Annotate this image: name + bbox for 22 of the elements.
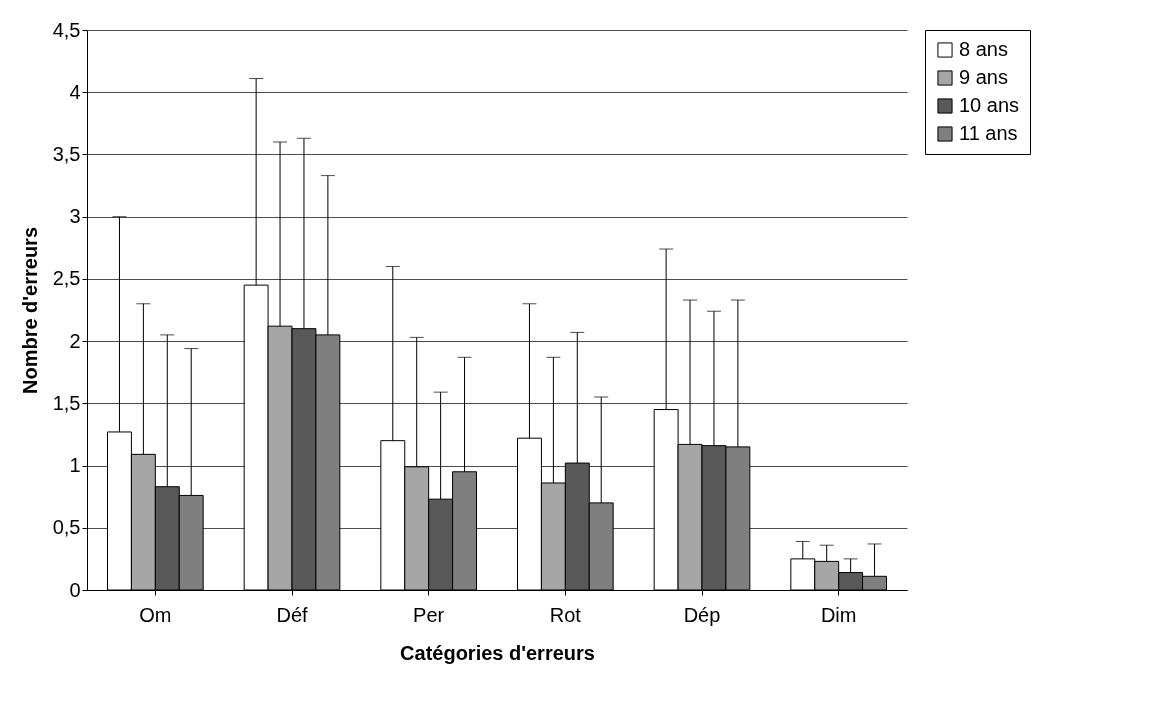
- x-tick-label: Déf: [276, 603, 308, 626]
- x-tick-label: Dép: [683, 603, 721, 626]
- y-axis-title: Nombre d'erreurs: [18, 226, 41, 395]
- y-tick-label: 1: [69, 454, 81, 477]
- y-tick-label: 3: [69, 205, 81, 228]
- x-tick-label: Rot: [549, 603, 582, 626]
- legend-label: 9 ans: [959, 66, 1008, 88]
- legend-label: 10 ans: [959, 94, 1020, 116]
- y-tick-label: 2: [69, 329, 81, 352]
- x-tick-label: Om: [139, 603, 172, 626]
- y-tick-label: 0,5: [52, 516, 81, 539]
- legend-label: 11 ans: [959, 122, 1018, 144]
- y-tick-label: 1,5: [52, 391, 81, 414]
- y-tick-label: 3,5: [52, 142, 81, 165]
- y-tick-label: 2,5: [52, 267, 81, 290]
- x-tick-label: Per: [413, 603, 445, 626]
- legend-label: 8 ans: [959, 38, 1008, 60]
- y-tick-label: 0: [69, 578, 81, 601]
- x-axis-title: Catégories d'erreurs: [400, 641, 595, 664]
- y-tick-label: 4,5: [52, 18, 81, 41]
- x-tick-label: Dim: [820, 603, 857, 626]
- y-tick-label: 4: [69, 80, 81, 103]
